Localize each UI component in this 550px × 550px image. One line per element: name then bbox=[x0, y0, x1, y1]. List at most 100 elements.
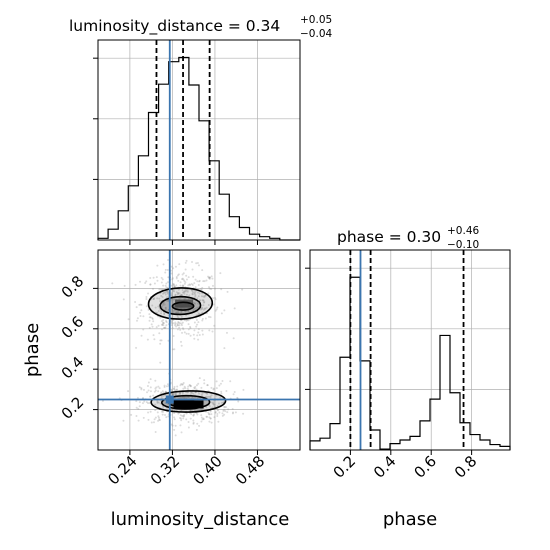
scatter-point bbox=[142, 388, 145, 391]
scatter-point bbox=[179, 384, 182, 387]
scatter-point bbox=[192, 419, 195, 422]
scatter-point bbox=[201, 329, 204, 332]
scatter-point bbox=[176, 324, 179, 327]
scatter-point bbox=[161, 323, 164, 326]
scatter-point bbox=[219, 396, 222, 399]
scatter-point bbox=[181, 414, 184, 417]
scatter-point bbox=[164, 326, 167, 329]
scatter-point bbox=[182, 278, 185, 281]
scatter-point bbox=[204, 294, 207, 297]
scatter-point bbox=[201, 286, 204, 289]
scatter-point bbox=[195, 388, 198, 391]
scatter-point bbox=[160, 410, 163, 413]
scatter-point bbox=[145, 305, 148, 308]
scatter-point bbox=[208, 413, 211, 416]
scatter-point bbox=[207, 276, 210, 279]
scatter-point bbox=[184, 281, 187, 284]
scatter-point bbox=[181, 383, 184, 386]
scatter-point bbox=[155, 326, 158, 329]
scatter-point bbox=[156, 264, 159, 267]
scatter-point bbox=[197, 302, 200, 305]
scatter-point bbox=[157, 390, 160, 393]
scatter-point bbox=[197, 306, 200, 309]
scatter-point bbox=[192, 275, 195, 278]
scatter-point bbox=[197, 382, 200, 385]
scatter-point bbox=[175, 325, 178, 328]
scatter-point bbox=[226, 411, 229, 414]
scatter-point bbox=[207, 292, 210, 295]
scatter-point bbox=[198, 313, 201, 316]
scatter-point bbox=[165, 319, 168, 322]
scatter-point bbox=[236, 396, 239, 399]
scatter-point bbox=[149, 395, 152, 398]
scatter-point bbox=[174, 424, 177, 427]
scatter-point bbox=[171, 393, 174, 396]
scatter-point bbox=[111, 282, 114, 285]
scatter-point bbox=[194, 278, 197, 281]
scatter-point bbox=[173, 412, 176, 415]
scatter-point bbox=[185, 418, 188, 421]
title-phase-value: 0.30 bbox=[407, 228, 442, 246]
scatter-point bbox=[209, 417, 212, 420]
scatter-point bbox=[217, 409, 220, 412]
scatter-point bbox=[139, 303, 142, 306]
scatter-point bbox=[223, 405, 226, 408]
scatter-point bbox=[157, 385, 160, 388]
scatter-point bbox=[202, 308, 205, 311]
scatter-point bbox=[188, 294, 191, 297]
phase-hist-step-line bbox=[309, 276, 511, 450]
scatter-point bbox=[180, 383, 183, 386]
scatter-point bbox=[191, 293, 194, 296]
scatter-point bbox=[184, 310, 187, 313]
scatter-point bbox=[242, 412, 245, 415]
scatter-point bbox=[127, 318, 130, 321]
scatter-point bbox=[163, 384, 166, 387]
scatter-point bbox=[151, 317, 154, 320]
scatter-point bbox=[164, 390, 167, 393]
scatter-point bbox=[181, 327, 184, 330]
scatter-point bbox=[209, 316, 212, 319]
contour-3 bbox=[150, 390, 227, 413]
scatter-point bbox=[141, 402, 144, 405]
contour-1 bbox=[159, 295, 202, 316]
scatter-point bbox=[218, 384, 221, 387]
scatter-point bbox=[162, 405, 165, 408]
scatter-point bbox=[216, 408, 219, 411]
scatter-point bbox=[176, 385, 179, 388]
scatter-point bbox=[170, 324, 173, 327]
scatter-point bbox=[194, 294, 197, 297]
scatter-point bbox=[205, 306, 208, 309]
scatter-point bbox=[179, 414, 182, 417]
scatter-point bbox=[178, 263, 181, 266]
density-peak-lower bbox=[173, 400, 204, 409]
scatter-point bbox=[135, 406, 138, 409]
scatter-point bbox=[187, 396, 190, 399]
scatter-point bbox=[153, 338, 156, 341]
scatter-point bbox=[175, 284, 178, 287]
scatter-point bbox=[197, 338, 200, 341]
scatter-point bbox=[179, 297, 182, 300]
scatter-point bbox=[209, 410, 212, 413]
scatter-point bbox=[181, 383, 184, 386]
scatter-point bbox=[183, 297, 186, 300]
scatter-point bbox=[232, 393, 235, 396]
scatter-point bbox=[196, 334, 199, 337]
scatter-point bbox=[174, 324, 177, 327]
scatter-point bbox=[164, 293, 167, 296]
scatter-point bbox=[160, 323, 163, 326]
scatter-point bbox=[152, 298, 155, 301]
scatter-point bbox=[139, 314, 142, 317]
scatter-point bbox=[157, 416, 160, 419]
scatter-point bbox=[156, 401, 159, 404]
scatter-point bbox=[196, 261, 199, 264]
scatter-point bbox=[162, 410, 165, 413]
scatter-point bbox=[188, 383, 191, 386]
scatter-point bbox=[176, 328, 179, 331]
scatter-point bbox=[177, 279, 180, 282]
scatter-point bbox=[232, 411, 235, 414]
scatter-point bbox=[160, 294, 163, 297]
scatter-point bbox=[222, 401, 225, 404]
scatter-point bbox=[177, 321, 180, 324]
scatter-point bbox=[165, 416, 168, 419]
scatter-point bbox=[198, 424, 201, 427]
